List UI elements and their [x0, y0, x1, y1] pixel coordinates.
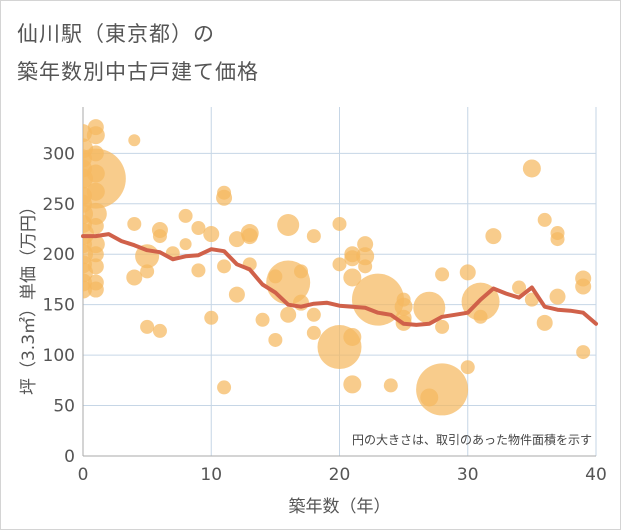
- x-axis-title: 築年数（年）: [289, 497, 391, 517]
- data-bubble: [549, 288, 566, 305]
- data-bubble: [191, 221, 206, 236]
- data-bubble: [459, 264, 476, 281]
- data-bubble: [306, 325, 321, 340]
- data-bubble: [228, 231, 245, 248]
- data-bubble: [87, 217, 104, 234]
- x-tick-label: 40: [585, 465, 607, 485]
- chart-title: 仙川駅（東京都）の 築年数別中古戸建て価格: [17, 15, 259, 91]
- data-bubble: [127, 216, 142, 231]
- data-bubble: [357, 236, 374, 253]
- data-bubble: [537, 212, 552, 227]
- trend-line: [81, 232, 598, 327]
- y-tick-label: 0: [64, 447, 75, 467]
- data-bubble: [241, 228, 258, 245]
- data-bubble: [294, 264, 309, 279]
- data-bubble: [358, 259, 373, 274]
- data-bubble: [204, 310, 219, 325]
- data-bubble: [84, 202, 107, 225]
- data-bubble: [536, 314, 553, 331]
- data-bubble: [277, 213, 300, 236]
- data-bubble: [87, 246, 104, 263]
- data-bubble: [128, 134, 141, 147]
- data-bubble: [416, 363, 469, 416]
- data-bubble: [179, 238, 192, 251]
- data-bubble: [87, 258, 104, 275]
- y-tick-label: 200: [43, 245, 75, 265]
- data-bubble: [460, 360, 475, 375]
- data-bubble: [217, 380, 232, 395]
- y-tick-label: 250: [43, 195, 75, 215]
- data-bubble: [178, 208, 193, 223]
- data-bubble: [280, 306, 297, 323]
- data-bubble: [86, 126, 105, 145]
- x-tick-label: 20: [329, 465, 351, 485]
- data-bubble: [575, 278, 592, 295]
- data-bubble: [351, 273, 404, 326]
- data-bubble: [522, 159, 541, 178]
- chart-title-line-2: 築年数別中古戸建て価格: [17, 60, 259, 84]
- bubbles: [83, 119, 592, 416]
- data-bubble: [356, 247, 375, 266]
- data-bubble: [255, 312, 270, 327]
- data-bubble: [576, 345, 591, 360]
- data-bubble: [306, 229, 321, 244]
- chart-title-line-1: 仙川駅（東京都）の: [17, 22, 215, 46]
- data-bubble: [217, 259, 232, 274]
- y-tick-label: 50: [53, 397, 75, 417]
- data-bubble: [228, 286, 245, 303]
- x-tick-label: 30: [457, 465, 479, 485]
- data-bubble: [87, 281, 104, 298]
- y-tick-label: 150: [43, 296, 75, 316]
- data-bubble: [343, 375, 362, 394]
- x-tick-label: 0: [78, 465, 89, 485]
- data-bubble: [413, 291, 446, 324]
- x-tick-label: 10: [200, 465, 222, 485]
- data-bubble: [485, 228, 502, 245]
- data-bubble: [435, 319, 450, 334]
- data-bubble: [383, 378, 398, 393]
- data-bubble: [203, 226, 220, 243]
- data-bubble: [268, 332, 283, 347]
- data-bubble: [216, 189, 233, 206]
- size-note: 円の大きさは、取引のあった物件面積を示す: [352, 432, 592, 447]
- y-tick-label: 100: [43, 346, 75, 366]
- data-bubble: [343, 268, 362, 287]
- data-bubble: [140, 264, 155, 279]
- y-axis-title: 坪（3.3㎡）単価（万円）: [19, 198, 39, 395]
- data-bubble: [152, 229, 167, 244]
- data-bubble: [332, 257, 347, 272]
- data-bubble: [512, 280, 527, 295]
- data-bubble: [306, 307, 321, 322]
- data-bubble: [332, 216, 347, 231]
- data-bubble: [126, 269, 143, 286]
- data-bubble: [473, 309, 488, 324]
- data-bubble: [343, 327, 362, 346]
- data-bubble: [191, 263, 206, 278]
- data-bubble: [550, 232, 565, 247]
- data-bubble: [435, 267, 450, 282]
- data-bubble: [86, 182, 105, 201]
- y-tick-label: 300: [43, 144, 75, 164]
- data-bubble: [152, 323, 167, 338]
- data-bubble: [344, 250, 361, 267]
- data-bubble: [140, 319, 155, 334]
